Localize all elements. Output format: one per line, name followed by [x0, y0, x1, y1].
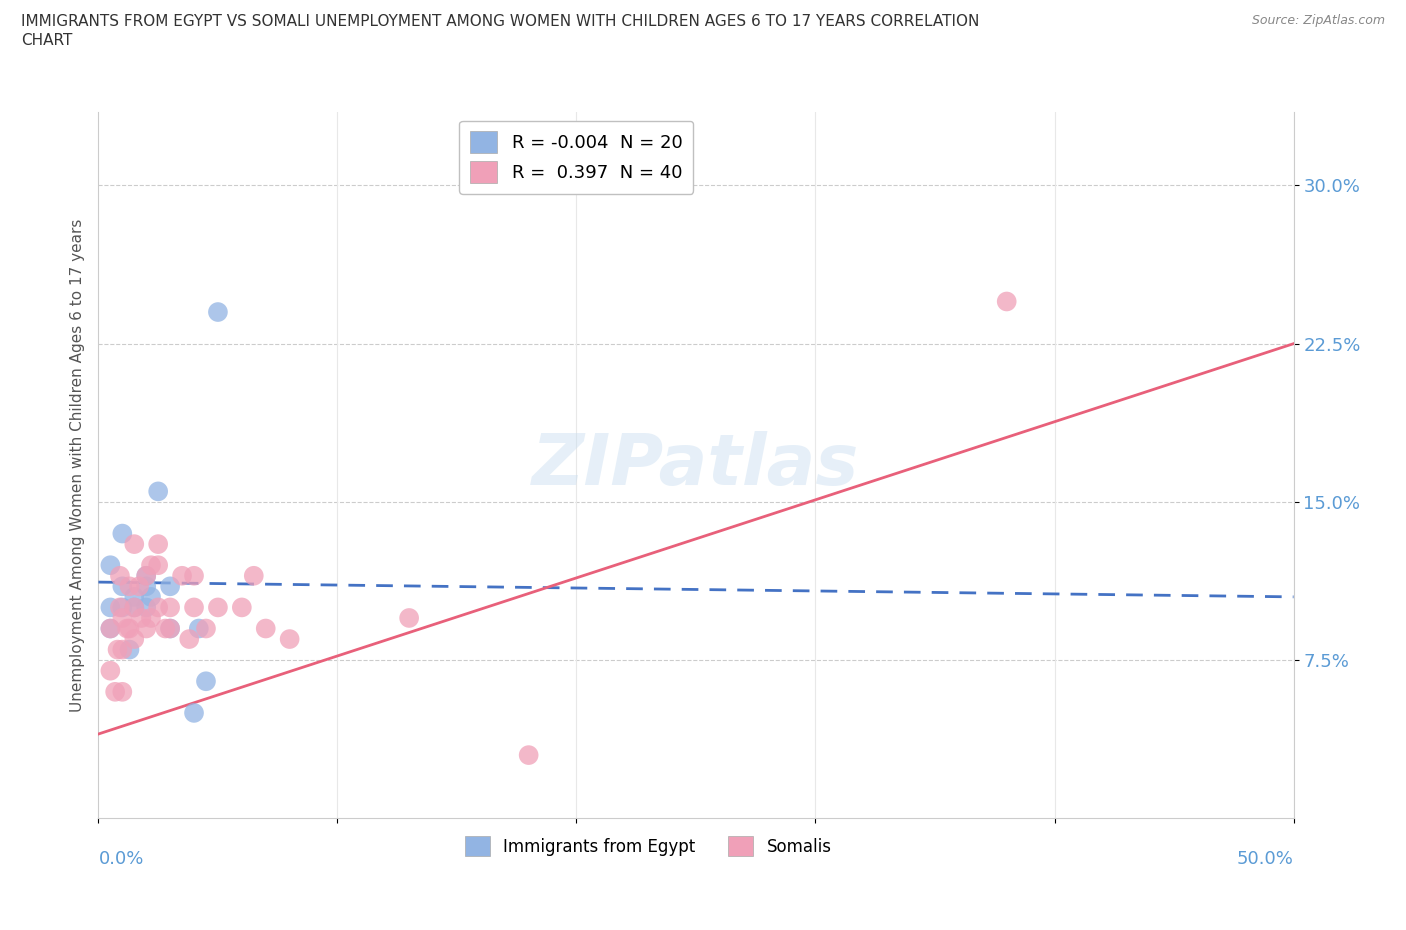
Point	[231, 600, 253, 615]
Point	[183, 600, 205, 615]
Point	[124, 600, 146, 615]
Point	[139, 558, 162, 573]
Point	[98, 621, 122, 636]
Point	[278, 631, 301, 646]
Text: CHART: CHART	[21, 33, 73, 47]
Point	[159, 578, 181, 593]
Point	[183, 706, 205, 721]
Point	[98, 600, 122, 615]
Point	[108, 568, 131, 583]
Point	[111, 600, 134, 615]
Point	[111, 610, 134, 625]
Point	[179, 631, 201, 646]
Point	[139, 610, 162, 625]
Point	[118, 621, 141, 636]
Point	[111, 526, 134, 541]
Text: ZIPatlas: ZIPatlas	[533, 431, 859, 499]
Point	[155, 621, 177, 636]
Point	[148, 484, 170, 498]
Point	[108, 600, 131, 615]
Point	[111, 684, 134, 699]
Point	[159, 621, 181, 636]
Point	[135, 568, 157, 583]
Point	[135, 600, 157, 615]
Point	[98, 621, 122, 636]
Point	[135, 568, 157, 583]
Point	[254, 621, 277, 636]
Point	[118, 643, 141, 658]
Point	[187, 621, 209, 636]
Point	[195, 674, 218, 689]
Point	[195, 621, 218, 636]
Point	[107, 643, 129, 658]
Point	[148, 558, 170, 573]
Point	[148, 600, 170, 615]
Text: 50.0%: 50.0%	[1237, 850, 1294, 869]
Point	[207, 600, 229, 615]
Y-axis label: Unemployment Among Women with Children Ages 6 to 17 years: Unemployment Among Women with Children A…	[69, 219, 84, 711]
Point	[124, 631, 146, 646]
Point	[115, 621, 138, 636]
Legend: Immigrants from Egypt, Somalis: Immigrants from Egypt, Somalis	[458, 830, 838, 863]
Point	[124, 590, 146, 604]
Point	[124, 600, 146, 615]
Point	[159, 621, 181, 636]
Text: 0.0%: 0.0%	[98, 850, 143, 869]
Point	[995, 294, 1018, 309]
Point	[135, 621, 157, 636]
Point	[128, 578, 150, 593]
Point	[243, 568, 266, 583]
Point	[398, 610, 420, 625]
Point	[207, 305, 229, 320]
Point	[111, 643, 134, 658]
Point	[517, 748, 540, 763]
Point	[124, 537, 146, 551]
Point	[159, 600, 181, 615]
Point	[135, 578, 157, 593]
Point	[98, 663, 122, 678]
Point	[98, 558, 122, 573]
Point	[104, 684, 127, 699]
Point	[131, 610, 153, 625]
Text: IMMIGRANTS FROM EGYPT VS SOMALI UNEMPLOYMENT AMONG WOMEN WITH CHILDREN AGES 6 TO: IMMIGRANTS FROM EGYPT VS SOMALI UNEMPLOY…	[21, 14, 980, 29]
Point	[139, 590, 162, 604]
Point	[111, 578, 134, 593]
Point	[148, 537, 170, 551]
Point	[172, 568, 194, 583]
Text: Source: ZipAtlas.com: Source: ZipAtlas.com	[1251, 14, 1385, 27]
Point	[183, 568, 205, 583]
Point	[118, 578, 141, 593]
